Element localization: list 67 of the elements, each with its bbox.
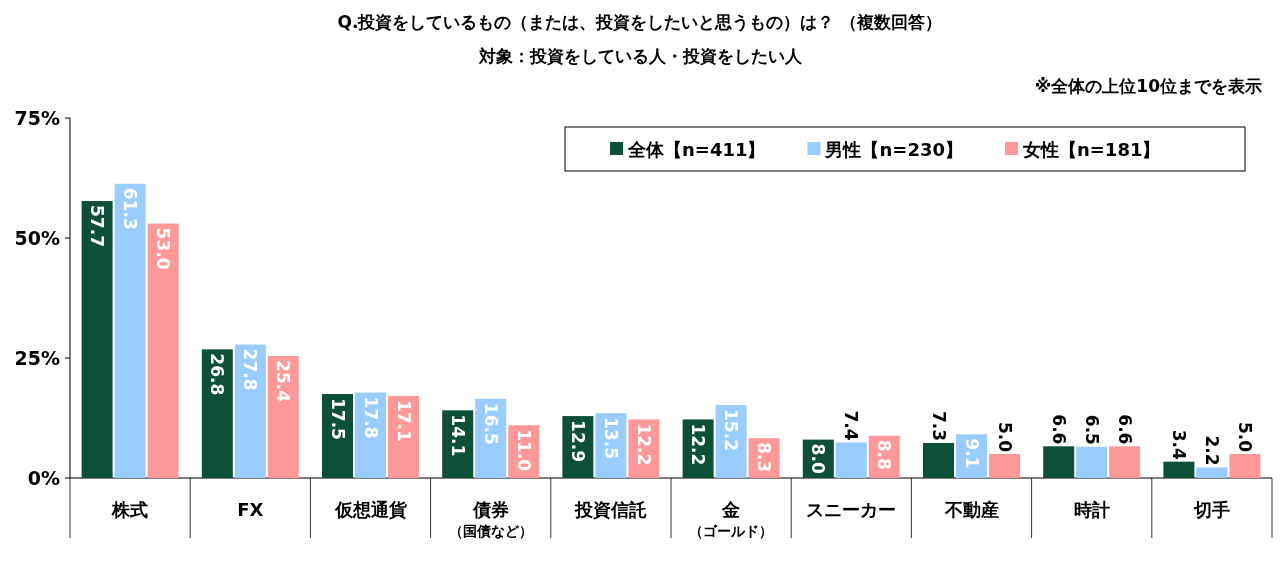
x-tick-label: 債券（国債など）: [448, 499, 533, 539]
bar: [835, 442, 867, 478]
x-tick-label: 切手: [1192, 499, 1230, 520]
x-tick-label: スニーカー: [806, 499, 897, 520]
text: ※全体の上位10位までを表示: [1034, 76, 1262, 96]
chart-title: Q.投資をしているもの（または、投資をしたいと思うもの）は？ （複数回答）: [337, 12, 943, 32]
data-label: 3.4: [1168, 429, 1189, 460]
bar: [234, 344, 266, 478]
legend-label: 全体【n=411】: [627, 139, 766, 160]
y-tick-label: 0%: [27, 467, 60, 489]
bar: [114, 183, 146, 478]
data-label: 11.0: [513, 429, 534, 472]
data-label: 17.1: [393, 399, 414, 442]
bar: [388, 395, 419, 478]
x-tick-label: 金（ゴールド）: [689, 499, 774, 539]
bar: [1043, 446, 1075, 478]
x-tick-label: 仮想通貨: [333, 499, 407, 520]
data-label: 7.4: [841, 410, 862, 441]
data-label: 6.6: [1048, 414, 1069, 445]
legend-label: 女性【n=181】: [1021, 139, 1161, 160]
data-label: 25.4: [273, 360, 294, 403]
bar: [201, 349, 233, 478]
data-label: 27.8: [240, 348, 261, 391]
bar: [1163, 461, 1195, 478]
bar: [81, 201, 113, 478]
data-label: 5.0: [994, 422, 1015, 453]
x-tick-label: 時計: [1073, 499, 1110, 520]
data-label: 6.5: [1081, 414, 1102, 445]
data-label: 8.3: [754, 442, 775, 473]
data-label: 26.8: [207, 353, 228, 396]
x-tick-label: 不動産: [943, 499, 999, 520]
bar: [1229, 454, 1261, 478]
y-tick-label: 25%: [14, 347, 60, 369]
y-tick-label: 50%: [14, 227, 60, 249]
data-label: 2.2: [1201, 435, 1222, 466]
data-label: 53.0: [153, 227, 174, 270]
data-label: 12.2: [633, 423, 654, 466]
x-tick-label: FX: [237, 499, 264, 520]
data-label: 17.5: [327, 398, 348, 440]
data-label: 16.5: [480, 402, 501, 445]
bar: [923, 442, 954, 478]
data-label: 5.0: [1234, 422, 1255, 453]
bar: [1109, 446, 1141, 478]
bar: [989, 454, 1020, 478]
data-label: 61.3: [120, 187, 141, 230]
bar: [1076, 446, 1108, 478]
data-label: 13.5: [600, 417, 621, 460]
data-label: 9.1: [961, 438, 982, 469]
data-label: 17.8: [360, 396, 381, 439]
data-label: 12.9: [567, 420, 588, 463]
data-label: 57.7: [87, 205, 108, 247]
data-label: 6.6: [1114, 414, 1135, 445]
bar: [267, 356, 299, 478]
data-label: 12.2: [688, 423, 709, 466]
chart-subtitle: 対象：投資をしている人・投資をしたい人: [477, 46, 803, 66]
data-label: 8.8: [874, 439, 895, 470]
y-tick-label: 75%: [14, 107, 60, 129]
data-label: 15.2: [721, 409, 742, 451]
x-tick-label: 株式: [111, 499, 149, 520]
bar: [322, 394, 353, 478]
data-label: 8.0: [808, 443, 829, 474]
data-label: 14.1: [447, 414, 468, 457]
x-tick-label: 投資信託: [573, 499, 647, 520]
legend-label: 男性【n=230】: [824, 139, 963, 160]
bar: [147, 223, 179, 478]
data-label: 7.3: [928, 410, 949, 442]
bar: [1196, 467, 1228, 478]
